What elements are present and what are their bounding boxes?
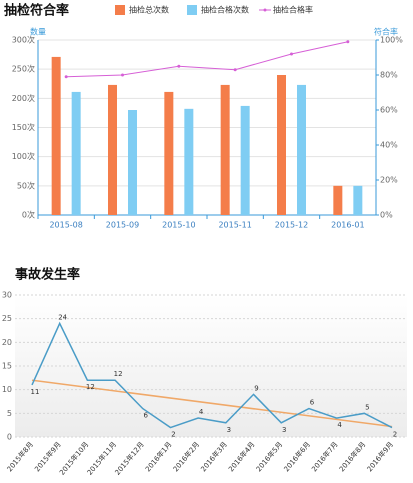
y-tick-label: 10 — [2, 385, 12, 394]
bar — [71, 91, 81, 215]
data-label: 11 — [31, 388, 40, 396]
bar — [277, 75, 286, 215]
bar — [240, 105, 250, 215]
data-label: 6 — [310, 399, 315, 407]
data-label: 4 — [199, 408, 204, 416]
legend-label: 抽检合格率 — [273, 5, 313, 15]
x-tick-label: 2015-08 — [49, 221, 82, 230]
data-label: 3 — [227, 426, 231, 434]
data-label: 5 — [365, 403, 369, 411]
x-tick-label: 2015年9月 — [33, 440, 63, 474]
bar — [164, 91, 174, 215]
y-tick-label: 20 — [2, 338, 12, 347]
data-label: 4 — [337, 421, 342, 429]
y2-axis-title: 符合率 — [374, 27, 398, 37]
y-tick-label: 300次 — [12, 35, 35, 45]
legend-swatch — [115, 5, 125, 15]
x-tick-label: 2016年9月 — [365, 440, 395, 474]
x-tick-label: 2016年1月 — [143, 440, 173, 474]
bar — [220, 84, 230, 216]
bar — [108, 84, 117, 216]
y2-tick-label: 40% — [380, 141, 398, 150]
rate-line — [66, 41, 348, 78]
y2-tick-label: 80% — [380, 71, 398, 80]
data-label: 6 — [144, 412, 149, 420]
bar — [51, 56, 61, 215]
y2-tick-label: 60% — [380, 106, 398, 115]
bar — [353, 185, 363, 215]
x-tick-label: 2016-01 — [331, 221, 364, 230]
y-tick-label: 0 — [7, 433, 12, 442]
data-label: 24 — [58, 313, 67, 321]
x-tick-label: 2016年5月 — [254, 440, 284, 474]
legend-swatch — [263, 8, 267, 12]
x-tick-label: 2015年8月 — [5, 440, 35, 474]
y-tick-label: 0次 — [22, 210, 35, 220]
bar — [128, 110, 137, 215]
data-label: 9 — [254, 384, 258, 392]
x-tick-label: 2016年7月 — [309, 440, 339, 474]
chart-title: 事故发生率 — [15, 267, 80, 283]
y-tick-label: 250次 — [12, 64, 35, 74]
y-tick-label: 200次 — [12, 93, 35, 103]
legend-swatch — [187, 5, 197, 15]
x-tick-label: 2015-11 — [218, 221, 251, 230]
x-tick-label: 2016年2月 — [171, 440, 201, 474]
legend-label: 抽检总次数 — [129, 5, 169, 15]
y-tick-label: 15 — [2, 362, 12, 371]
y-tick-label: 50次 — [17, 180, 35, 190]
y2-tick-label: 100% — [380, 36, 403, 45]
x-tick-label: 2016年8月 — [337, 440, 367, 474]
data-label: 12 — [86, 383, 95, 391]
data-label: 2 — [171, 431, 175, 439]
x-tick-label: 2016年3月 — [199, 440, 229, 474]
trend-line — [31, 379, 393, 428]
y-tick-label: 100次 — [12, 151, 35, 161]
x-tick-label: 2015-10 — [162, 221, 195, 230]
chart-title: 抽检符合率 — [4, 3, 69, 19]
x-tick-label: 2016年6月 — [282, 440, 312, 474]
x-tick-label: 2015-09 — [106, 221, 139, 230]
y-tick-label: 30 — [2, 291, 12, 300]
bar — [184, 108, 194, 215]
data-label: 12 — [114, 370, 123, 378]
y2-tick-label: 20% — [380, 176, 398, 185]
data-label: 3 — [282, 426, 286, 434]
y-tick-label: 150次 — [12, 122, 35, 132]
y-tick-label: 25 — [2, 314, 12, 323]
x-tick-label: 2015-12 — [275, 221, 308, 230]
y-tick-label: 5 — [7, 409, 12, 418]
y2-tick-label: 0% — [380, 211, 393, 220]
accident-line — [31, 321, 393, 429]
x-tick-label: 2016年4月 — [226, 440, 256, 474]
bar — [333, 185, 343, 215]
legend-label: 抽检合格次数 — [201, 5, 249, 15]
bar — [297, 84, 306, 216]
data-label: 2 — [393, 431, 397, 439]
y-axis-title: 数量 — [30, 27, 46, 37]
